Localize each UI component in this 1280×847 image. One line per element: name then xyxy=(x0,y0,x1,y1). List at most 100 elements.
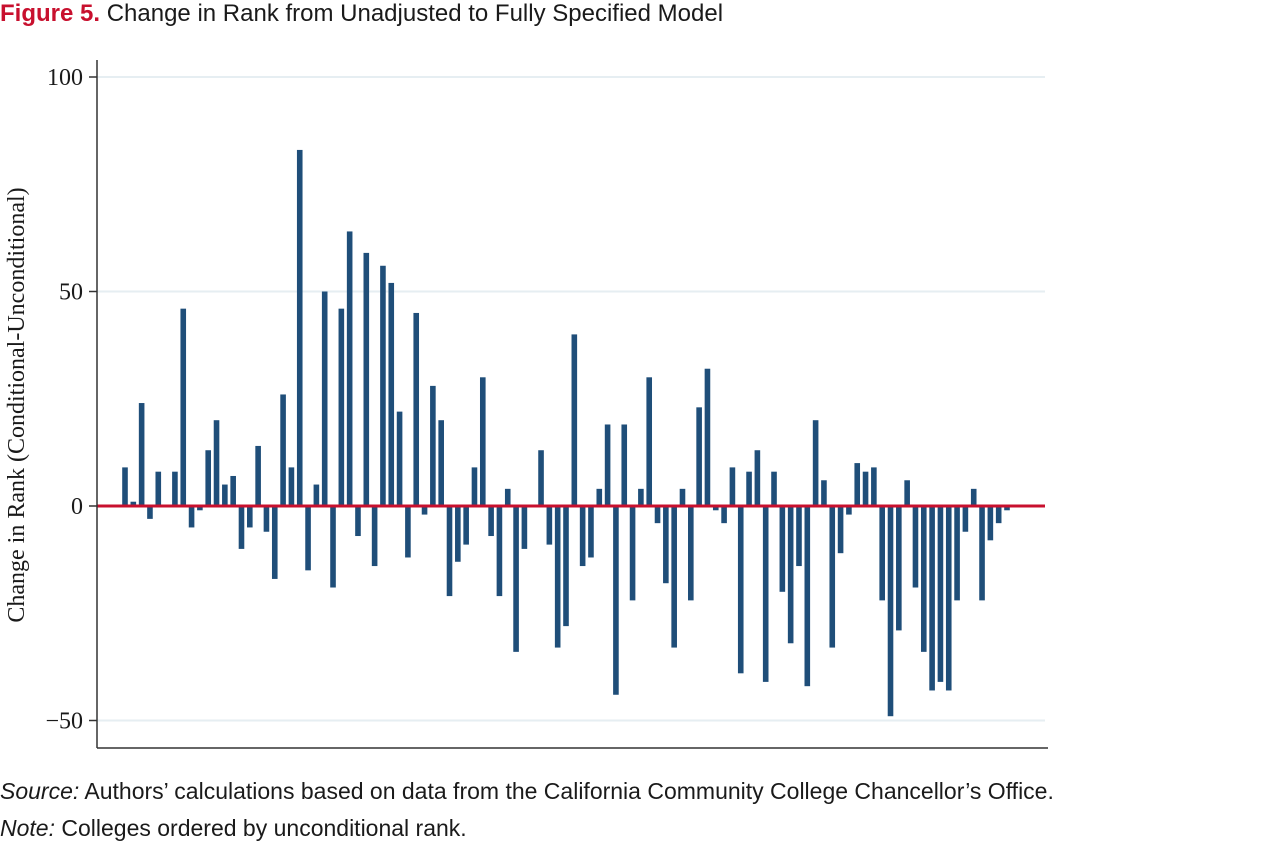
bar xyxy=(122,467,128,506)
bar xyxy=(396,411,403,506)
bar xyxy=(380,265,386,506)
note-label: Note: xyxy=(0,815,55,841)
bar xyxy=(846,506,852,515)
bar xyxy=(613,506,619,695)
bar xyxy=(238,506,245,549)
axes: 100 50 0 −50 xyxy=(45,60,1048,749)
gridlines xyxy=(97,76,1045,722)
bar xyxy=(696,407,702,506)
bar xyxy=(463,506,469,545)
bar xyxy=(172,471,178,506)
bar xyxy=(488,506,494,537)
bar xyxy=(205,450,212,506)
bar xyxy=(405,506,411,558)
bar xyxy=(629,506,636,601)
bar xyxy=(521,506,528,549)
note-line: Note: Colleges ordered by unconditional … xyxy=(0,810,1280,847)
bar xyxy=(263,506,270,532)
bar xyxy=(638,488,644,506)
bar xyxy=(321,291,328,506)
y-axis-label: Change in Rank (Conditional-Unconditiona… xyxy=(4,187,30,622)
bar xyxy=(330,506,336,588)
bar xyxy=(455,506,461,562)
bar xyxy=(313,484,320,506)
bar xyxy=(837,506,844,554)
bar xyxy=(588,506,594,558)
bar xyxy=(729,467,736,506)
bar xyxy=(296,149,303,506)
bar xyxy=(288,467,295,506)
bar xyxy=(338,308,345,506)
bar xyxy=(138,403,145,506)
bar xyxy=(513,506,519,652)
bar xyxy=(554,506,561,648)
bar xyxy=(954,506,960,601)
source-label: Source: xyxy=(0,778,80,804)
bar xyxy=(604,424,611,506)
bar xyxy=(771,471,777,506)
bar xyxy=(920,506,927,652)
bar xyxy=(355,506,361,537)
bar xyxy=(1004,506,1010,511)
bar xyxy=(904,480,910,506)
bar xyxy=(671,506,677,648)
bar xyxy=(579,506,586,567)
bar xyxy=(646,377,653,506)
bar xyxy=(987,506,994,541)
bar xyxy=(438,420,444,506)
bar xyxy=(746,471,752,506)
bar xyxy=(979,506,985,601)
bar xyxy=(504,488,511,506)
bar xyxy=(563,506,569,627)
bar xyxy=(130,501,137,506)
bar xyxy=(871,467,877,506)
y-tick-label: 100 xyxy=(47,65,83,91)
bar xyxy=(496,506,503,597)
figure-label: Figure 5. xyxy=(0,0,101,27)
bar xyxy=(538,450,544,506)
bar xyxy=(704,368,711,506)
bar xyxy=(779,506,786,592)
bar xyxy=(230,475,236,506)
bar xyxy=(737,506,744,674)
bar xyxy=(571,334,578,506)
bar xyxy=(945,506,952,691)
bar xyxy=(430,385,436,506)
bar xyxy=(471,467,478,506)
bar xyxy=(371,506,378,567)
bar xyxy=(937,506,944,682)
bar xyxy=(796,506,802,567)
bar xyxy=(446,506,453,597)
bar xyxy=(155,471,162,506)
note-text: Colleges ordered by unconditional rank. xyxy=(54,815,467,841)
bar xyxy=(388,282,395,506)
bar xyxy=(962,506,969,532)
bar xyxy=(721,506,727,524)
bar xyxy=(247,506,253,528)
bar xyxy=(970,488,977,506)
bar xyxy=(222,484,228,506)
figure-title: Figure 5. Change in Rank from Unadjusted… xyxy=(0,0,1280,30)
bar xyxy=(213,420,220,506)
bar xyxy=(829,506,836,648)
bar xyxy=(596,488,603,506)
source-note: Source: Authors’ calculations based on d… xyxy=(0,773,1280,810)
bar xyxy=(787,506,794,644)
bar xyxy=(188,506,195,528)
bar xyxy=(280,394,286,506)
bar xyxy=(363,252,370,506)
bar xyxy=(712,506,719,511)
bar xyxy=(479,377,486,506)
bar xyxy=(862,471,869,506)
y-tick-label: −50 xyxy=(45,709,83,735)
figure-notes: Source: Authors’ calculations based on d… xyxy=(0,773,1280,847)
bars xyxy=(122,149,1010,717)
bar xyxy=(854,463,861,506)
bar xyxy=(421,506,428,515)
bar xyxy=(887,506,894,717)
bar xyxy=(621,424,628,506)
source-text: Authors’ calculations based on data from… xyxy=(79,778,1054,804)
bar xyxy=(821,480,827,506)
bar xyxy=(995,506,1002,524)
bar xyxy=(896,506,902,631)
